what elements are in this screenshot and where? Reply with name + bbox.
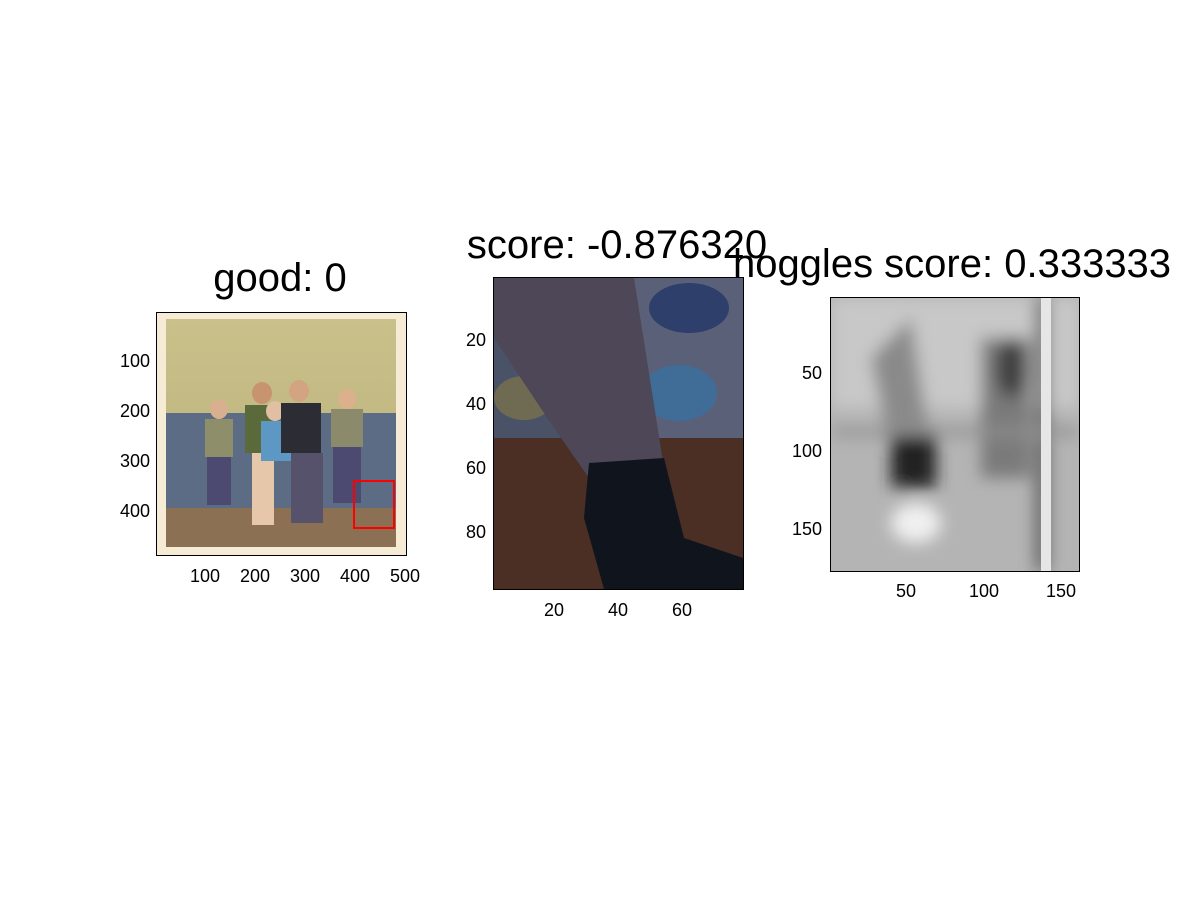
panel-1-xtick: 400 <box>339 566 371 586</box>
panel-3-xtick: 100 <box>968 581 1000 601</box>
panel-2-xtick: 40 <box>607 600 629 620</box>
panel-1-xtick: 500 <box>389 566 421 586</box>
grayscale-image <box>831 298 1079 571</box>
panel-2-ytick: 40 <box>465 394 486 414</box>
panel-1-title: good: 0 <box>213 256 347 300</box>
family-photo-image <box>157 313 406 555</box>
panel-3-xtick: 150 <box>1045 581 1077 601</box>
panel-2-xtick: 60 <box>671 600 693 620</box>
panel-3-title: hoggles score: 0.333333 <box>732 242 1172 286</box>
panel-1-xtick: 200 <box>239 566 271 586</box>
panel-2-axes <box>493 277 744 590</box>
panel-2-ytick: 60 <box>465 458 486 478</box>
panel-2-xtick: 20 <box>543 600 565 620</box>
highlight-box <box>353 480 395 529</box>
panel-3-xtick: 50 <box>895 581 917 601</box>
panel-2-ytick: 80 <box>465 522 486 542</box>
panel-2-title: score: -0.876320 <box>466 223 768 267</box>
panel-3-ytick: 50 <box>801 363 822 383</box>
panel-1-axes <box>156 312 407 556</box>
panel-1-ytick: 300 <box>119 451 150 471</box>
panel-1-ytick: 400 <box>119 501 150 521</box>
panel-2-ytick: 20 <box>465 330 486 350</box>
panel-1-ytick: 200 <box>119 401 150 421</box>
panel-3-axes <box>830 297 1080 572</box>
panel-1-xtick: 300 <box>289 566 321 586</box>
leg-crop-image <box>494 278 743 589</box>
panel-3-ytick: 150 <box>791 519 822 539</box>
panel-1-ytick: 100 <box>119 351 150 371</box>
panel-1-xtick: 100 <box>189 566 221 586</box>
panel-3-ytick: 100 <box>791 441 822 461</box>
